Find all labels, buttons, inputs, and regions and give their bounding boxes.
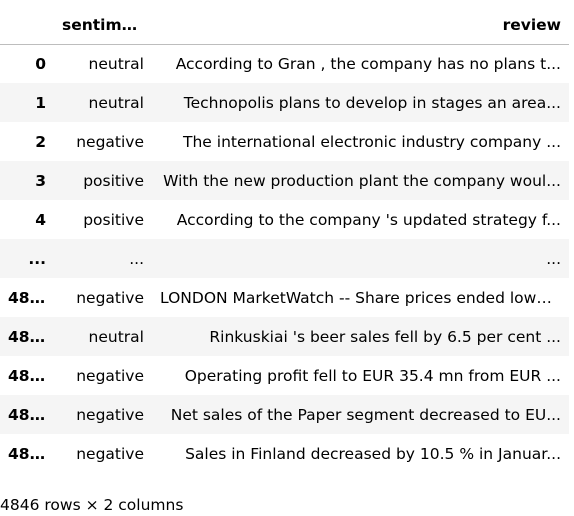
table-body: 0 neutral According to Gran , the company … [0, 44, 569, 473]
review-cell: Sales in Finland decreased by 10.5 % in … [185, 444, 561, 463]
sentiment-cell: positive [83, 210, 144, 229]
sentiment-cell: negative [76, 405, 144, 424]
table-row: 3 positive With the new production plant t… [0, 161, 569, 200]
sentiment-cell: neutral [88, 54, 144, 73]
row-index: 4 [35, 210, 46, 229]
sentiment-cell: negative [76, 132, 144, 151]
review-header: review [152, 6, 569, 45]
review-cell: According to the company 's updated stra… [176, 210, 561, 229]
row-index: 4843 [8, 366, 52, 385]
review-cell: Rinkuskiai 's beer sales fell by 6.5 per… [209, 327, 561, 346]
review-cell: LONDON MarketWatch -- Share prices ended… [160, 288, 566, 307]
row-index: 4842 [8, 327, 52, 346]
dataframe-table: sentiment review 0 neutral According to Gr… [0, 6, 569, 473]
table-row: 4 positive According to the company 's upd… [0, 200, 569, 239]
table-row: 4841 negative LONDON MarketWatch -- Share … [0, 278, 569, 317]
row-index: ... [28, 249, 46, 268]
row-index: 1 [35, 93, 46, 112]
table-row: 4845 negative Sales in Finland decreased b… [0, 434, 569, 473]
index-header [0, 6, 54, 45]
row-index: 4844 [8, 405, 52, 424]
table-row: ......... [0, 239, 569, 278]
review-cell: The international electronic industry co… [183, 132, 561, 151]
table-row: 2 negative The international electronic in… [0, 122, 569, 161]
sentiment-cell: neutral [88, 327, 144, 346]
review-cell: ... [546, 249, 561, 268]
table-row: 1 neutral Technopolis plans to develop in … [0, 83, 569, 122]
review-cell: With the new production plant the compan… [163, 171, 561, 190]
sentiment-cell: negative [76, 366, 144, 385]
header-row: sentiment review [0, 6, 569, 45]
review-cell: Net sales of the Paper segment decreased… [170, 405, 561, 424]
review-cell: According to Gran , the company has no p… [175, 54, 561, 73]
table-row: 4843 negative Operating profit fell to EUR… [0, 356, 569, 395]
row-count-footer: 4846 rows × 2 columns [0, 496, 184, 514]
sentiment-cell: neutral [88, 93, 144, 112]
row-index: 4845 [8, 444, 52, 463]
sentiment-cell: negative [76, 288, 144, 307]
row-index: 3 [35, 171, 46, 190]
table-row: 4844 negative Net sales of the Paper segme… [0, 395, 569, 434]
sentiment-cell: positive [83, 171, 144, 190]
row-index: 0 [35, 54, 46, 73]
review-cell: Technopolis plans to develop in stages a… [183, 93, 561, 112]
row-index: 4841 [8, 288, 52, 307]
sentiment-cell: negative [76, 444, 144, 463]
sentiment-header: sentiment [54, 6, 152, 45]
table-row: 4842 neutral Rinkuskiai 's beer sales fell… [0, 317, 569, 356]
row-index: 2 [35, 132, 46, 151]
review-cell: Operating profit fell to EUR 35.4 mn fro… [184, 366, 561, 385]
table-row: 0 neutral According to Gran , the company … [0, 44, 569, 83]
sentiment-cell: ... [129, 249, 144, 268]
